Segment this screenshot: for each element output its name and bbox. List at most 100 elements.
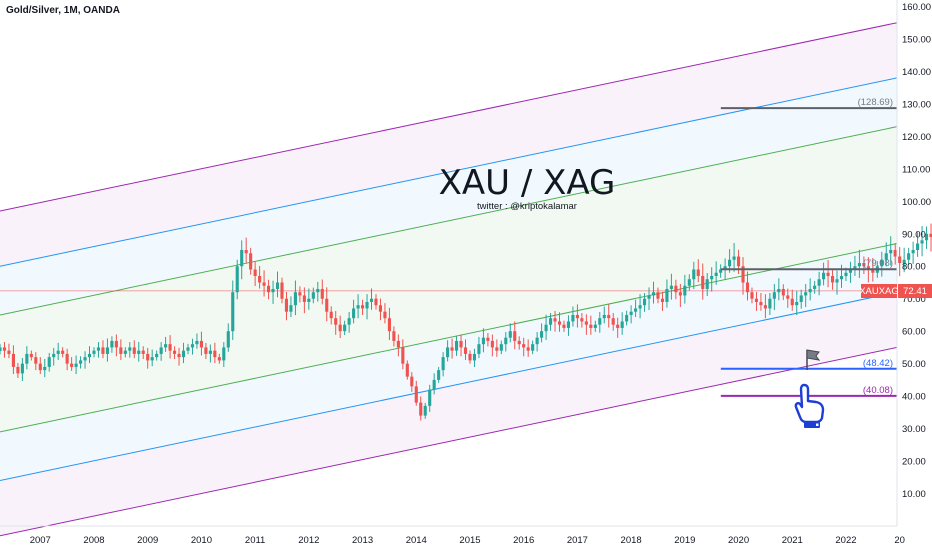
candle-body <box>172 350 177 354</box>
candle-body <box>307 298 311 302</box>
candle-body <box>316 288 320 293</box>
candle <box>128 342 132 358</box>
x-tick-label: 2020 <box>728 535 749 546</box>
candle-body <box>311 292 315 299</box>
x-tick-label: 2007 <box>30 535 51 546</box>
candle <box>325 287 329 322</box>
candle <box>799 289 803 309</box>
candle-body <box>893 250 897 257</box>
candle <box>311 287 315 304</box>
candle-body <box>396 340 400 348</box>
candle-body <box>128 347 132 351</box>
candle <box>701 263 705 300</box>
candle-body <box>0 347 2 351</box>
candle-body <box>799 295 803 302</box>
level-label: (48.42) <box>863 358 893 369</box>
candle <box>432 373 436 395</box>
candle <box>2 342 7 358</box>
candle-body <box>226 331 230 348</box>
y-tick-label: 110.00 <box>902 164 930 175</box>
candle-body <box>459 340 463 348</box>
candle <box>454 336 459 356</box>
candle <box>714 261 718 285</box>
candle <box>226 323 230 352</box>
candle-body <box>696 269 700 276</box>
level-label: (128.69) <box>858 97 893 108</box>
x-tick-label: 2010 <box>191 535 212 546</box>
candle <box>589 315 593 335</box>
candle-body <box>678 292 682 296</box>
candle-body <box>611 318 615 325</box>
candle <box>271 280 275 304</box>
candle-body <box>343 324 347 332</box>
candle-body <box>745 282 750 293</box>
candle-body <box>79 360 83 364</box>
candle-body <box>495 347 499 351</box>
channel-line <box>0 22 898 212</box>
candle-body <box>884 253 888 260</box>
candle <box>517 336 521 350</box>
chart-title: XAU / XAG <box>439 163 616 203</box>
candle <box>889 236 893 266</box>
candle <box>414 380 418 406</box>
candle <box>56 342 60 360</box>
candle <box>513 321 517 350</box>
candle <box>544 314 548 340</box>
candle-body <box>132 347 136 354</box>
candle-body <box>213 350 217 358</box>
candle <box>146 347 150 369</box>
candle-body <box>329 311 333 319</box>
candle <box>705 273 709 297</box>
x-tick-label: 2018 <box>621 535 642 546</box>
candle-body <box>813 285 817 289</box>
candle <box>450 338 454 359</box>
candle <box>172 346 177 360</box>
candle-body <box>195 340 199 345</box>
candle-body <box>714 272 718 276</box>
candle-body <box>266 285 271 293</box>
candle <box>571 306 575 327</box>
x-tick-label: 2013 <box>352 535 373 546</box>
candle-body <box>235 266 239 293</box>
x-tick-label: 2021 <box>782 535 803 546</box>
candle <box>387 307 391 340</box>
candle-body <box>880 259 884 267</box>
candle-body <box>665 288 669 302</box>
candle-body <box>441 357 445 371</box>
candle-body <box>795 301 799 306</box>
candle <box>463 339 468 360</box>
candle <box>369 288 374 310</box>
candle <box>562 320 566 332</box>
candle <box>817 271 821 296</box>
candle-body <box>11 353 15 367</box>
candle <box>808 278 812 301</box>
candle <box>907 247 911 266</box>
y-tick-label: 130.00 <box>902 99 931 110</box>
candle <box>181 342 186 364</box>
candle <box>468 350 472 364</box>
candle-body <box>119 347 123 354</box>
candle-body <box>61 350 65 354</box>
candle-body <box>114 340 118 348</box>
candle-body <box>754 298 759 302</box>
candle <box>334 310 338 335</box>
candle-body <box>302 295 306 302</box>
candle-body <box>736 256 741 267</box>
candle-body <box>826 272 830 276</box>
candle-body <box>625 314 629 322</box>
candle <box>7 343 11 359</box>
candle-body <box>410 376 414 387</box>
candle <box>360 299 365 315</box>
candle <box>696 259 700 283</box>
candle <box>741 257 745 295</box>
candle-body <box>620 321 624 328</box>
candle <box>74 355 78 375</box>
candle-body <box>916 243 920 251</box>
x-tick-label: 2015 <box>459 535 480 546</box>
candle-body <box>750 292 754 299</box>
candle-body <box>419 402 423 416</box>
candle-body <box>374 298 378 306</box>
candle <box>683 274 687 304</box>
candle-body <box>168 344 172 351</box>
